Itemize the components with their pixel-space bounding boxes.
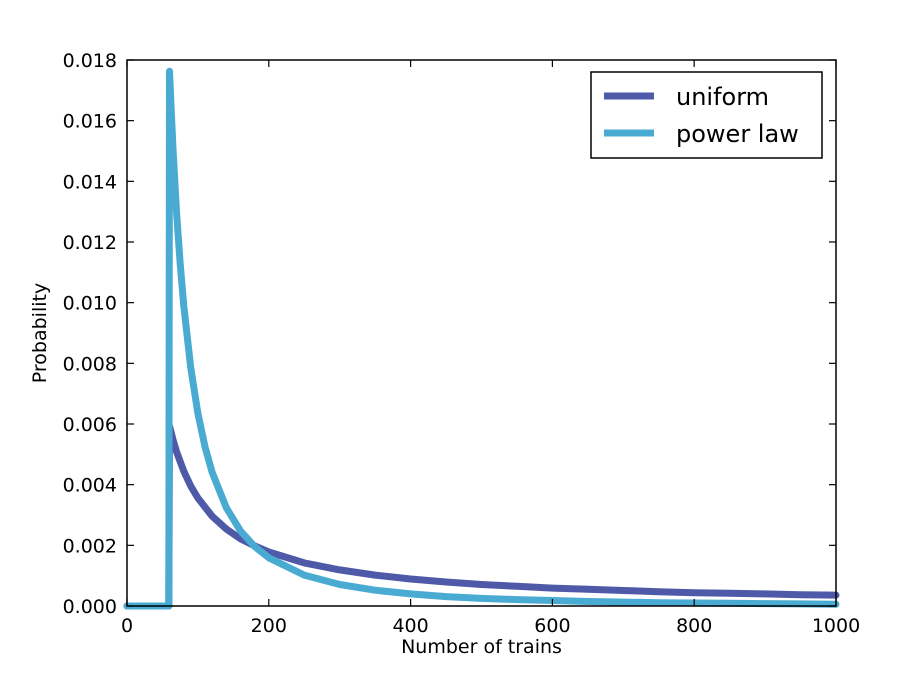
y-tick-label: 0.008 [63,353,117,375]
y-axis-label: Probability [29,283,51,383]
x-axis-ticks: 0 200 400 600 800 1000 [121,60,860,637]
y-tick-label: 0.014 [63,171,117,193]
y-tick-label: 0.018 [63,50,117,72]
y-tick-label: 0.004 [63,475,117,497]
y-tick-label: 0.016 [63,111,117,133]
y-tick-label: 0.012 [63,232,117,254]
plot-area-frame [126,59,837,607]
series-layer [123,67,840,610]
x-tick-label: 400 [392,615,428,637]
y-tick-label: 0.000 [63,596,117,618]
x-tick-label: 800 [676,615,712,637]
x-tick-label: 200 [251,615,287,637]
y-tick-label: 0.002 [63,535,117,557]
y-tick-label: 0.010 [63,293,117,315]
series-line-uniform [123,422,840,610]
legend: uniform power law [590,71,823,159]
x-tick-label: 1000 [812,615,860,637]
x-tick-label: 0 [121,615,133,637]
y-axis-ticks: 0.000 0.002 0.004 0.006 0.008 0.010 0.012 0.014… [63,50,836,618]
y-tick-label: 0.006 [63,414,117,436]
series-line-power-law [123,67,840,610]
x-axis-label: Number of trains [401,636,562,658]
x-tick-label: 600 [534,615,570,637]
legend-box [590,71,823,159]
legend-label-uniform: uniform [676,83,769,111]
legend-label-power-law: power law [676,120,799,148]
